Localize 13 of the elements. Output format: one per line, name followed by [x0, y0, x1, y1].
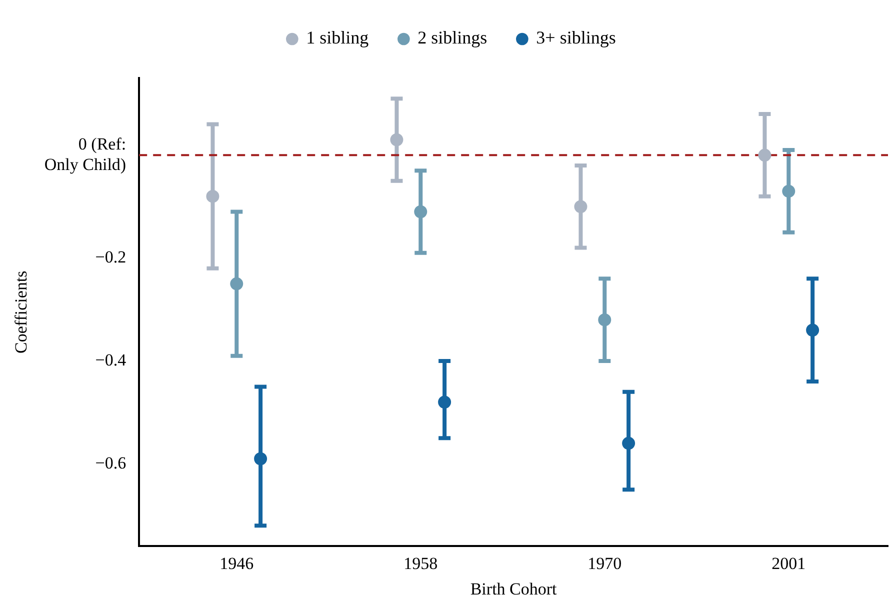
x-tick-label: 1958: [404, 554, 438, 573]
x-tick-label: 1970: [588, 554, 622, 573]
y-tick-label: −0.2: [95, 248, 126, 267]
y-tick-label: 0 (Ref: Only Child): [44, 134, 126, 174]
legend-label: 3+ siblings: [536, 28, 616, 48]
legend-label: 1 sibling: [306, 28, 369, 48]
y-tick-label: −0.6: [95, 453, 126, 472]
y-tick-label: −0.4: [95, 350, 127, 370]
x-tick-label: 2001: [772, 554, 806, 573]
x-axis-title: Birth Cohort: [470, 579, 558, 598]
x-tick-label: 1946: [220, 554, 254, 573]
legend-label: 2 siblings: [418, 28, 488, 48]
y-axis-title: Coefficients: [12, 270, 31, 354]
